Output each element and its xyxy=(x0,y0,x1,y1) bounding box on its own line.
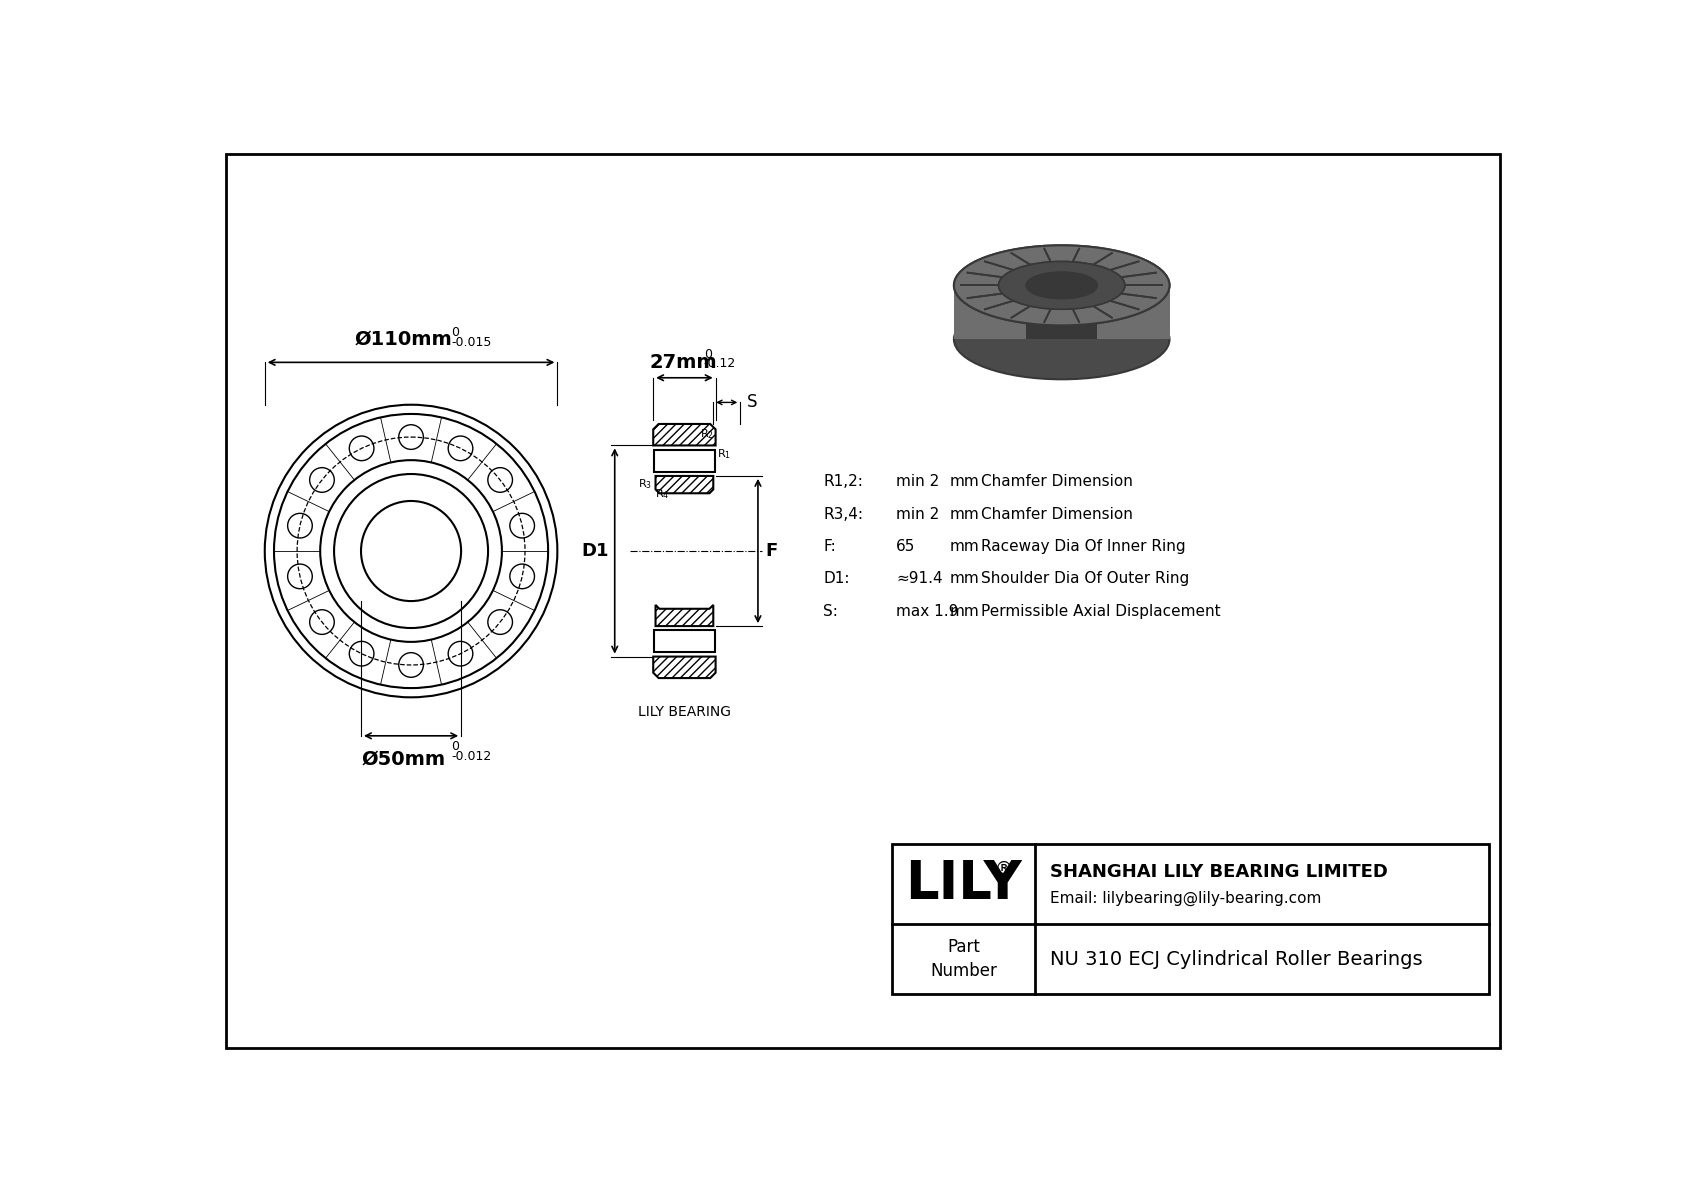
Text: min 2: min 2 xyxy=(896,474,940,490)
Ellipse shape xyxy=(953,245,1169,325)
Text: min 2: min 2 xyxy=(896,506,940,522)
Text: -0.012: -0.012 xyxy=(451,749,492,762)
Polygon shape xyxy=(655,605,714,626)
Ellipse shape xyxy=(999,262,1125,310)
Text: mm: mm xyxy=(950,474,980,490)
Text: mm: mm xyxy=(950,506,980,522)
Text: -0.015: -0.015 xyxy=(451,336,492,349)
Text: Chamfer Dimension: Chamfer Dimension xyxy=(980,506,1133,522)
Text: Raceway Dia Of Inner Ring: Raceway Dia Of Inner Ring xyxy=(980,538,1186,554)
Polygon shape xyxy=(653,656,716,678)
Ellipse shape xyxy=(1026,273,1098,299)
Text: R$_3$: R$_3$ xyxy=(638,478,652,491)
Text: -0.12: -0.12 xyxy=(704,357,736,370)
Polygon shape xyxy=(653,630,714,653)
Ellipse shape xyxy=(1026,273,1098,299)
Text: 65: 65 xyxy=(896,538,916,554)
Text: Ø50mm: Ø50mm xyxy=(362,749,446,768)
Text: Email: lilybearing@lily-bearing.com: Email: lilybearing@lily-bearing.com xyxy=(1051,891,1322,906)
Text: SHANGHAI LILY BEARING LIMITED: SHANGHAI LILY BEARING LIMITED xyxy=(1051,863,1388,881)
Text: max 1.9: max 1.9 xyxy=(896,604,958,618)
Ellipse shape xyxy=(999,262,1125,310)
Bar xyxy=(893,843,1489,993)
Text: Permissible Axial Displacement: Permissible Axial Displacement xyxy=(980,604,1221,618)
Text: mm: mm xyxy=(950,604,980,618)
Text: 0: 0 xyxy=(451,326,460,339)
Text: ≈91.4: ≈91.4 xyxy=(896,572,943,586)
Text: ®: ® xyxy=(995,860,1012,878)
Text: mm: mm xyxy=(950,572,980,586)
Polygon shape xyxy=(653,450,714,472)
Text: Ø110mm: Ø110mm xyxy=(355,330,453,349)
Text: R1,2:: R1,2: xyxy=(823,474,862,490)
Text: 0: 0 xyxy=(704,348,712,361)
Ellipse shape xyxy=(953,299,1169,379)
Text: 27mm: 27mm xyxy=(648,353,717,372)
Polygon shape xyxy=(655,476,714,493)
Polygon shape xyxy=(1026,286,1098,339)
Text: Chamfer Dimension: Chamfer Dimension xyxy=(980,474,1133,490)
Text: S:: S: xyxy=(823,604,839,618)
Text: R3,4:: R3,4: xyxy=(823,506,862,522)
Text: LILY: LILY xyxy=(906,858,1022,910)
Polygon shape xyxy=(653,424,716,445)
Text: S: S xyxy=(746,393,756,411)
Text: 0: 0 xyxy=(451,741,460,754)
Text: R$_2$: R$_2$ xyxy=(701,428,714,441)
Text: R$_1$: R$_1$ xyxy=(717,447,731,461)
Text: Shoulder Dia Of Outer Ring: Shoulder Dia Of Outer Ring xyxy=(980,572,1189,586)
Text: F: F xyxy=(766,542,778,560)
Text: D1:: D1: xyxy=(823,572,849,586)
Text: R$_4$: R$_4$ xyxy=(655,487,669,500)
Text: NU 310 ECJ Cylindrical Roller Bearings: NU 310 ECJ Cylindrical Roller Bearings xyxy=(1051,949,1423,968)
Ellipse shape xyxy=(953,245,1169,325)
Polygon shape xyxy=(953,286,1169,339)
Text: LILY BEARING: LILY BEARING xyxy=(638,705,731,719)
Text: D1: D1 xyxy=(581,542,608,560)
Text: F:: F: xyxy=(823,538,835,554)
Text: mm: mm xyxy=(950,538,980,554)
Text: Part
Number: Part Number xyxy=(930,939,997,980)
